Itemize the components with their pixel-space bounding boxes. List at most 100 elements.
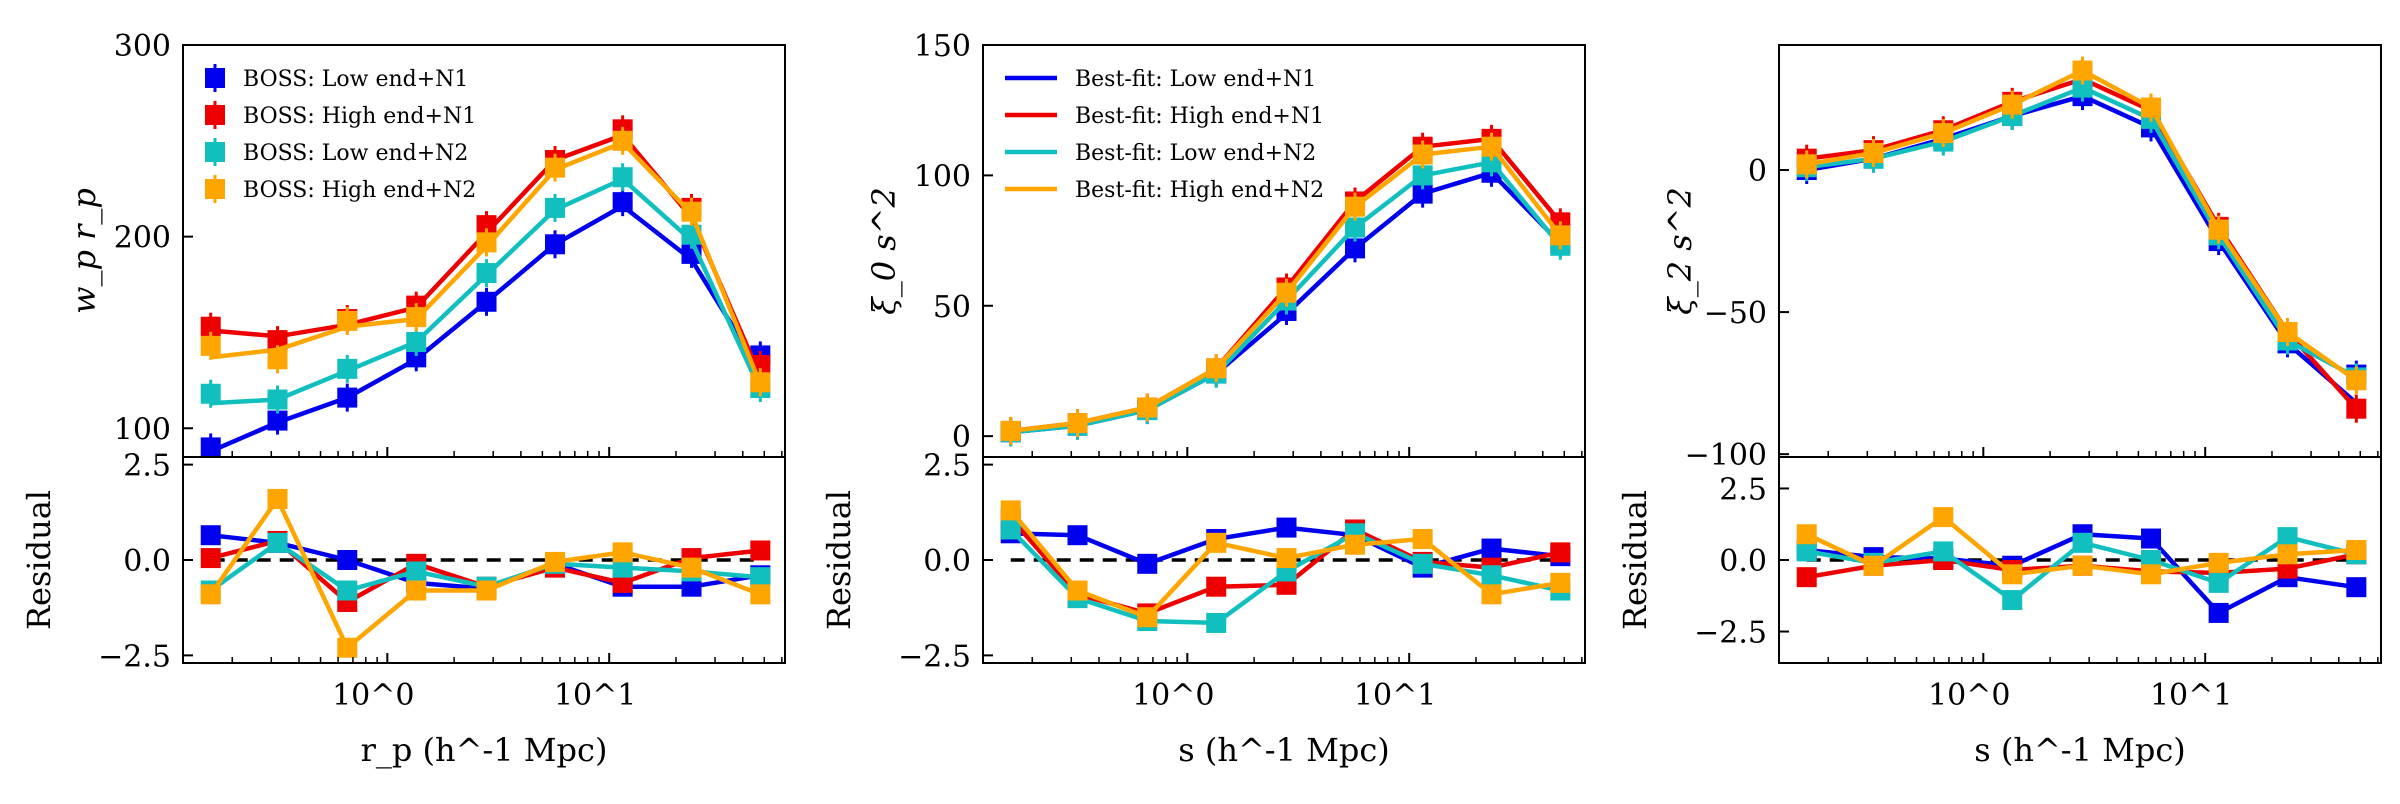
ytick-label: 0.0 bbox=[1719, 544, 1767, 579]
legend-label: BOSS: High end+N1 bbox=[243, 104, 476, 129]
data-point bbox=[1481, 136, 1502, 157]
residual-point bbox=[1412, 553, 1433, 574]
residual-axes: −2.5 0.0 2.5 Residual 10^0 10^1 s (h^-1 Mpc) bbox=[1616, 456, 2382, 769]
ylabel: ξ_2 s^2 bbox=[1661, 187, 1699, 315]
ytick-label: 2.5 bbox=[123, 449, 171, 484]
residual-point bbox=[2346, 577, 2367, 598]
data-point bbox=[2141, 97, 2162, 118]
top-plot-area bbox=[1000, 124, 1571, 447]
residual-point bbox=[1276, 548, 1297, 569]
ytick-label: −100 bbox=[1685, 438, 1767, 473]
data-point bbox=[200, 316, 221, 337]
data-point bbox=[200, 335, 221, 356]
residual-point bbox=[2208, 552, 2229, 573]
ytick-label: 200 bbox=[114, 221, 171, 256]
data-point bbox=[2002, 94, 2023, 115]
ytick-label: 300 bbox=[114, 29, 171, 64]
residual-point bbox=[1067, 580, 1088, 601]
residual-point bbox=[750, 584, 771, 605]
residual-point bbox=[1412, 529, 1433, 550]
residual-point bbox=[1796, 567, 1817, 588]
xtick-label: 10^1 bbox=[554, 678, 636, 713]
data-point bbox=[476, 263, 497, 284]
residual-point bbox=[1206, 532, 1227, 553]
data-point bbox=[1412, 144, 1433, 165]
data-point bbox=[545, 157, 566, 178]
residual-point bbox=[267, 532, 288, 553]
ytick-label: 0 bbox=[1748, 154, 1767, 189]
residual-point bbox=[1481, 584, 1502, 605]
data-point bbox=[476, 232, 497, 253]
series-line bbox=[1806, 93, 2358, 405]
data-point bbox=[1206, 358, 1227, 379]
residual-point bbox=[681, 576, 702, 597]
legend-swatch bbox=[205, 179, 225, 199]
xtick-label: 10^1 bbox=[1354, 678, 1436, 713]
data-point bbox=[267, 410, 288, 431]
series-line bbox=[1806, 68, 2358, 383]
residual-point bbox=[200, 548, 221, 569]
data-point bbox=[1345, 217, 1366, 238]
data-point bbox=[545, 234, 566, 255]
data-point bbox=[545, 197, 566, 218]
xtick-label: 10^0 bbox=[1928, 678, 2010, 713]
residual-point bbox=[1481, 565, 1502, 586]
data-point bbox=[476, 291, 497, 312]
data-point bbox=[337, 387, 358, 408]
legend-swatch bbox=[205, 68, 225, 88]
residual-ylabel: Residual bbox=[820, 490, 858, 630]
residual-point bbox=[267, 488, 288, 509]
residual-point bbox=[337, 550, 358, 570]
data-point bbox=[612, 130, 633, 151]
data-point bbox=[200, 383, 221, 404]
residual-point bbox=[2208, 602, 2229, 623]
data-point bbox=[681, 201, 702, 222]
residual-point bbox=[750, 540, 771, 561]
ylabel: w_p r_p bbox=[65, 188, 103, 314]
top-axes: 100 200 300 w_p r_p BOSS: Low end+N1 BOSS: Hi… bbox=[65, 29, 786, 458]
series-line bbox=[1806, 76, 2358, 411]
residual-point bbox=[1000, 500, 1021, 521]
residual-point bbox=[2141, 528, 2162, 549]
data-point bbox=[267, 330, 288, 351]
data-point bbox=[2346, 398, 2367, 419]
data-point bbox=[476, 215, 497, 236]
data-point bbox=[337, 358, 358, 379]
residual-point bbox=[1481, 538, 1502, 559]
residual-point bbox=[1137, 553, 1158, 574]
panel-wp: 100 200 300 w_p r_p BOSS: Low end+N1 BOSS: Hi… bbox=[20, 29, 786, 769]
data-point bbox=[2072, 60, 2093, 81]
ytick-label: 0.0 bbox=[123, 544, 171, 579]
top-plot-area bbox=[200, 115, 771, 457]
data-point bbox=[2346, 370, 2367, 391]
data-point bbox=[1067, 413, 1088, 434]
residual-point bbox=[200, 584, 221, 605]
top-axes-frame bbox=[1778, 44, 2382, 458]
residual-point bbox=[1345, 534, 1366, 555]
residual-axes: −2.5 0.0 2.5 Residual 10^0 10^1 r_p (h^-1 Mpc) bbox=[20, 449, 786, 769]
residual-point bbox=[750, 567, 771, 588]
residual-point bbox=[2072, 555, 2093, 576]
residual-point bbox=[476, 580, 497, 601]
data-point bbox=[200, 437, 221, 457]
ytick-label: −50 bbox=[1704, 296, 1767, 331]
legend-label: Best-fit: High end+N2 bbox=[1075, 178, 1324, 203]
residual-point bbox=[1796, 541, 1817, 562]
residual-point bbox=[1933, 507, 1954, 528]
residual-point bbox=[337, 580, 358, 601]
data-point bbox=[2208, 219, 2229, 240]
legend-swatch bbox=[205, 105, 225, 125]
residual-ylabel: Residual bbox=[1616, 490, 1654, 630]
data-point bbox=[1550, 225, 1571, 246]
residual-line bbox=[208, 496, 762, 650]
data-point bbox=[612, 167, 633, 188]
residual-point bbox=[2002, 564, 2023, 585]
ytick-label: 100 bbox=[914, 159, 971, 194]
residual-point bbox=[1796, 524, 1817, 545]
residual-point bbox=[2277, 544, 2298, 565]
residual-point bbox=[1550, 572, 1571, 593]
residual-point bbox=[1067, 525, 1088, 546]
residual-point bbox=[200, 525, 221, 546]
